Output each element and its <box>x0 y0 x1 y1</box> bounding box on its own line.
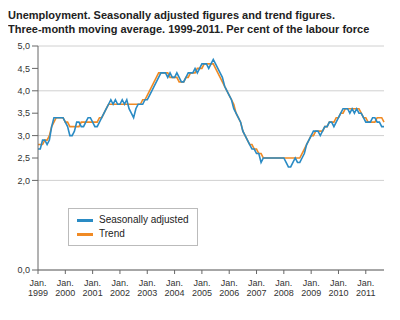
html-text:Three-month moving average. 19: Three-month moving average. 1999-2011. P… <box>8 23 370 35</box>
svg-text:Jan.2001: Jan.2001 <box>83 278 103 298</box>
html-text:Trend: Trend <box>99 228 125 239</box>
svg-text:Jan.2005: Jan.2005 <box>192 278 212 298</box>
svg-text:4,5: 4,5 <box>17 64 30 74</box>
svg-text:Jan.2002: Jan.2002 <box>110 278 130 298</box>
svg-text:Jan.2004: Jan.2004 <box>165 278 185 298</box>
svg-text:Jan.2007: Jan.2007 <box>247 278 267 298</box>
svg-text:Jan.2011: Jan.2011 <box>356 278 375 298</box>
html-text:Seasonally adjusted: Seasonally adjusted <box>99 214 189 225</box>
svg-text:3,0: 3,0 <box>17 131 30 141</box>
svg-text:Jan.2003: Jan.2003 <box>137 278 157 298</box>
svg-text:5,0: 5,0 <box>17 41 30 51</box>
svg-text:Jan.2009: Jan.2009 <box>301 278 321 298</box>
svg-text:4,0: 4,0 <box>17 86 30 96</box>
svg-text:0,0: 0,0 <box>17 265 30 275</box>
svg-text:2,5: 2,5 <box>17 153 30 163</box>
html-text:Unemployment. Seasonally adjus: Unemployment. Seasonally adjusted figure… <box>8 9 335 21</box>
svg-text:Jan.2006: Jan.2006 <box>219 278 239 298</box>
svg-text:Jan.1999: Jan.1999 <box>28 278 48 298</box>
svg-text:Jan.2010: Jan.2010 <box>328 278 348 298</box>
svg-text:Jan.2000: Jan.2000 <box>55 278 75 298</box>
svg-text:3,5: 3,5 <box>17 108 30 118</box>
svg-text:Jan.2008: Jan.2008 <box>274 278 294 298</box>
svg-text:2,0: 2,0 <box>17 176 30 186</box>
